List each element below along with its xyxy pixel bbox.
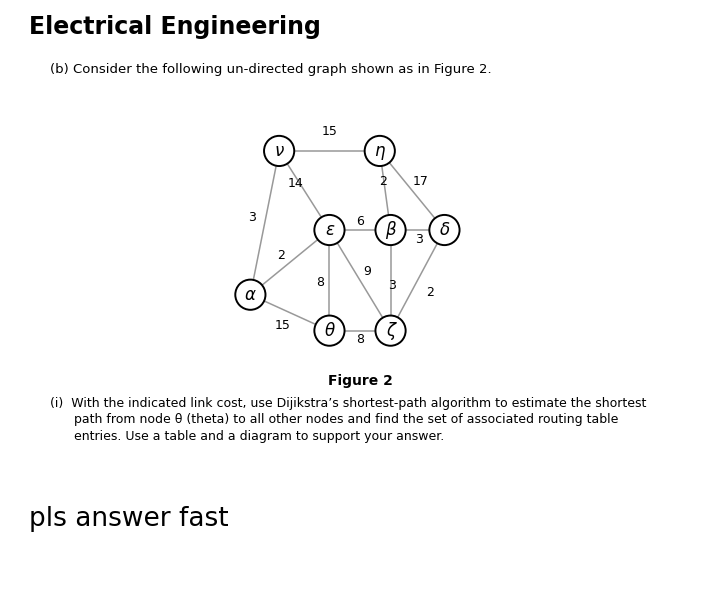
Text: α: α bbox=[245, 286, 256, 304]
Text: ε: ε bbox=[325, 221, 334, 239]
Text: ν: ν bbox=[274, 142, 284, 160]
Text: 3: 3 bbox=[248, 211, 256, 224]
Text: 8: 8 bbox=[317, 276, 325, 289]
Circle shape bbox=[264, 136, 294, 166]
Text: 2: 2 bbox=[379, 175, 387, 188]
Text: 8: 8 bbox=[356, 333, 364, 346]
Text: 14: 14 bbox=[287, 177, 303, 190]
Circle shape bbox=[429, 215, 459, 245]
Text: 2: 2 bbox=[277, 249, 285, 262]
Text: δ: δ bbox=[439, 221, 449, 239]
Text: θ: θ bbox=[325, 322, 335, 340]
Circle shape bbox=[375, 316, 405, 346]
Text: entries. Use a table and a diagram to support your answer.: entries. Use a table and a diagram to su… bbox=[50, 430, 445, 443]
Text: (b) Consider the following un-directed graph shown as in Figure 2.: (b) Consider the following un-directed g… bbox=[50, 63, 492, 76]
Circle shape bbox=[315, 316, 345, 346]
Text: 15: 15 bbox=[275, 319, 291, 332]
Text: 3: 3 bbox=[388, 279, 396, 292]
Text: 6: 6 bbox=[356, 214, 364, 228]
Circle shape bbox=[364, 136, 395, 166]
Text: 15: 15 bbox=[322, 125, 338, 138]
Text: β: β bbox=[385, 221, 396, 239]
Text: path from node θ (theta) to all other nodes and find the set of associated routi: path from node θ (theta) to all other no… bbox=[50, 413, 618, 426]
Text: 9: 9 bbox=[364, 265, 371, 278]
Text: 17: 17 bbox=[413, 175, 429, 188]
Text: 3: 3 bbox=[415, 232, 423, 246]
Circle shape bbox=[235, 280, 266, 310]
Circle shape bbox=[375, 215, 405, 245]
Text: Figure 2: Figure 2 bbox=[328, 374, 392, 388]
Circle shape bbox=[315, 215, 345, 245]
Text: pls answer fast: pls answer fast bbox=[29, 506, 228, 532]
Text: Electrical Engineering: Electrical Engineering bbox=[29, 15, 320, 39]
Text: ζ: ζ bbox=[386, 322, 395, 340]
Text: 2: 2 bbox=[426, 286, 434, 300]
Text: (i)  With the indicated link cost, use Dijikstra’s shortest-path algorithm to es: (i) With the indicated link cost, use Di… bbox=[50, 397, 647, 410]
Text: η: η bbox=[374, 142, 385, 160]
